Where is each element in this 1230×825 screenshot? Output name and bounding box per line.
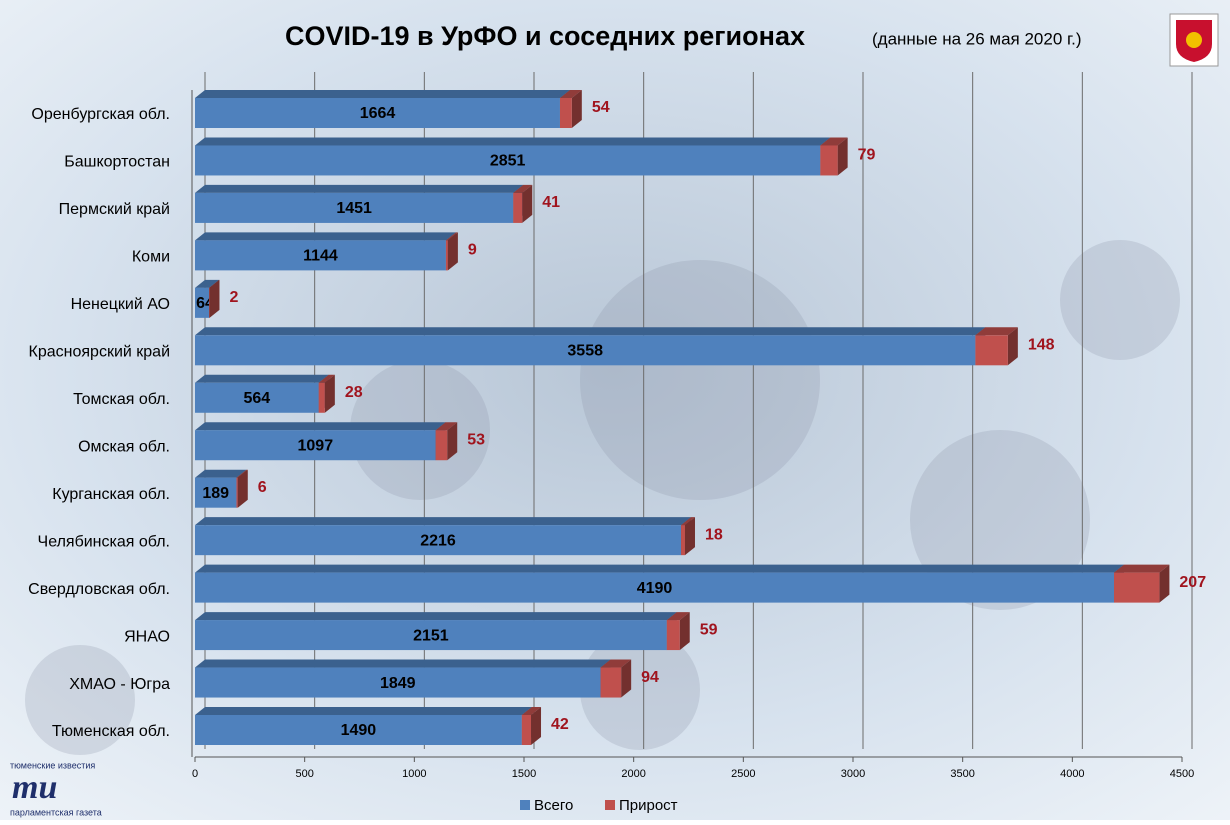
y-tick-label: Тюменская обл. xyxy=(52,723,170,740)
y-tick-label: Пермский край xyxy=(59,201,170,218)
y-tick-label: Омская обл. xyxy=(78,438,170,455)
y-tick-label: Томская обл. xyxy=(73,391,170,408)
value-label: 2151 xyxy=(413,627,449,644)
bar-top-face xyxy=(195,660,611,668)
bar-top-face xyxy=(195,612,677,620)
value-label: 1144 xyxy=(303,248,338,265)
chart-title: COVID-19 в УрФО и соседних регионах xyxy=(285,21,805,51)
emblem xyxy=(1170,14,1218,66)
bar xyxy=(446,240,448,270)
logo-mark: ти xyxy=(12,769,57,806)
bar-top-face xyxy=(195,90,570,98)
y-tick-label: Ненецкий АО xyxy=(71,296,170,313)
value-label: 189 xyxy=(202,485,229,502)
bar xyxy=(601,668,622,698)
value-label: 6 xyxy=(258,479,267,496)
value-label: 148 xyxy=(1028,337,1055,354)
x-tick-label: 3000 xyxy=(841,768,865,780)
y-tick-label: ХМАО - Югра xyxy=(69,676,170,693)
x-tick-label: 2500 xyxy=(731,768,755,780)
y-tick-label: Башкортостан xyxy=(64,154,170,171)
legend-label: Прирост xyxy=(619,797,678,814)
legend-swatch xyxy=(520,800,530,810)
bar xyxy=(1114,573,1159,603)
bar-top-face xyxy=(195,232,456,240)
bar xyxy=(975,335,1007,365)
value-label: 4190 xyxy=(637,580,673,597)
bar-top-face xyxy=(195,517,691,525)
value-label: 564 xyxy=(244,390,271,407)
bar xyxy=(560,98,572,128)
y-tick-label: ЯНАО xyxy=(124,628,170,645)
value-label: 2216 xyxy=(420,532,456,549)
value-label: 1849 xyxy=(380,675,416,692)
legend-swatch xyxy=(605,800,615,810)
value-label: 79 xyxy=(858,147,876,164)
bar xyxy=(436,430,448,460)
bar xyxy=(667,620,680,650)
value-label: 1451 xyxy=(336,200,372,217)
value-label: 54 xyxy=(592,99,610,116)
value-label: 9 xyxy=(468,242,477,259)
bar-top-face xyxy=(195,707,532,715)
value-label: 207 xyxy=(1179,574,1206,591)
bar-top-face xyxy=(195,327,985,335)
x-tick-label: 4000 xyxy=(1060,768,1084,780)
value-label: 18 xyxy=(705,526,723,543)
x-tick-label: 500 xyxy=(295,768,313,780)
y-tick-label: Свердловская обл. xyxy=(28,581,170,598)
chart-subtitle: (данные на 26 мая 2020 г.) xyxy=(872,29,1082,48)
x-tick-label: 3500 xyxy=(950,768,974,780)
value-label: 28 xyxy=(345,384,363,401)
bar-top-face xyxy=(195,185,523,193)
x-tick-label: 1500 xyxy=(512,768,536,780)
value-label: 94 xyxy=(641,669,659,686)
bar xyxy=(820,145,837,175)
bar xyxy=(681,525,685,555)
value-label: 1097 xyxy=(298,437,334,454)
value-label: 1664 xyxy=(360,105,396,122)
x-tick-label: 1000 xyxy=(402,768,426,780)
x-tick-label: 2000 xyxy=(621,768,645,780)
bar xyxy=(319,383,325,413)
y-tick-label: Оренбургская обл. xyxy=(31,106,170,123)
x-tick-label: 4500 xyxy=(1170,768,1194,780)
y-tick-label: Красноярский край xyxy=(29,344,170,361)
value-label: 42 xyxy=(551,716,569,733)
bar-top-face xyxy=(195,137,830,145)
value-label: 53 xyxy=(467,431,485,448)
legend-label: Всего xyxy=(534,797,573,814)
value-label: 2851 xyxy=(490,153,526,170)
x-tick-label: 0 xyxy=(192,768,198,780)
logo-bottom: парламентская газета xyxy=(10,807,102,817)
bar xyxy=(513,193,522,223)
bar-top-face xyxy=(195,565,1124,573)
bar xyxy=(522,715,531,745)
value-label: 59 xyxy=(700,621,718,638)
bar xyxy=(236,478,237,508)
value-label: 3558 xyxy=(567,343,603,360)
bar-top-face xyxy=(195,375,329,383)
value-label: 1490 xyxy=(341,722,377,739)
value-label: 2 xyxy=(229,289,238,306)
bar-top-face xyxy=(195,422,446,430)
y-tick-label: Коми xyxy=(132,249,170,266)
y-tick-label: Курганская обл. xyxy=(52,486,170,503)
value-label: 41 xyxy=(542,194,560,211)
y-tick-label: Челябинская обл. xyxy=(38,533,170,550)
